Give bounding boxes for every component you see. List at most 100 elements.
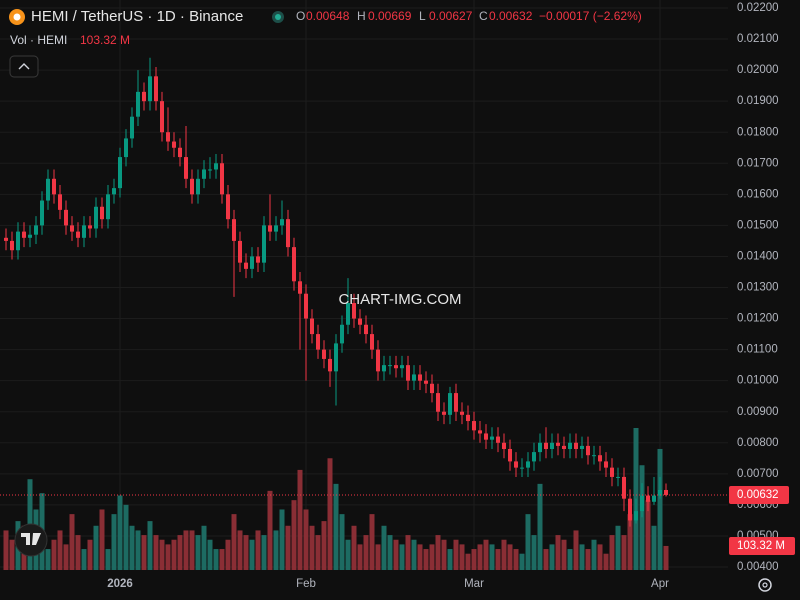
ohlc-key: L <box>419 9 426 23</box>
candle-body <box>508 448 512 462</box>
candles <box>0 57 728 527</box>
candle-body <box>526 461 530 468</box>
volume-bar <box>537 483 543 570</box>
volume-bar <box>459 544 465 570</box>
collapse-icon[interactable] <box>18 63 30 70</box>
last-price-box <box>729 485 789 504</box>
volume-bar <box>63 544 69 570</box>
candle-body <box>652 495 656 502</box>
candle-body <box>334 343 338 372</box>
candle-body <box>568 442 572 449</box>
volume-bar <box>345 539 351 570</box>
candle-body <box>424 380 428 384</box>
candle-body <box>10 240 14 251</box>
candle-body <box>550 442 554 449</box>
volume-bar <box>441 539 447 570</box>
volume-bar <box>579 544 585 570</box>
candle-body <box>28 234 32 238</box>
volume-bar <box>207 539 213 570</box>
volume-value: 103.32 M <box>80 33 130 47</box>
candle-body <box>556 442 560 446</box>
candle-body <box>544 442 548 449</box>
volume-bar <box>57 530 63 570</box>
ohlc-value: 0.00648 <box>306 9 350 23</box>
candle-body <box>154 76 158 102</box>
candle-body <box>238 240 242 263</box>
volume-bar <box>507 544 513 570</box>
volume-bar <box>651 525 657 570</box>
y-tick-label: 0.01800 <box>737 126 779 138</box>
volume-bar <box>165 544 171 570</box>
ohlc-key: C <box>479 9 488 23</box>
candle-body <box>268 225 272 232</box>
volume-bar <box>87 539 93 570</box>
volume-label-box <box>729 537 795 555</box>
ohlc-key: H <box>357 9 366 23</box>
volume-bar <box>399 544 405 570</box>
candle-body <box>628 498 632 521</box>
volume-bar <box>135 530 141 570</box>
candle-body <box>574 442 578 449</box>
logo[interactable] <box>14 523 48 557</box>
ohlc-value: 0.00669 <box>368 9 412 23</box>
logo-badge[interactable] <box>14 523 48 557</box>
volume-bar <box>531 535 537 570</box>
volume-bar <box>363 535 369 570</box>
settings-button[interactable] <box>758 578 772 592</box>
market-status-dot <box>275 14 281 20</box>
settings-icon-core[interactable] <box>762 582 768 588</box>
volume-bar <box>321 521 327 570</box>
candle-body <box>454 393 458 412</box>
volume-bar <box>303 509 309 570</box>
candle-body <box>340 324 344 344</box>
candle-body <box>52 178 56 195</box>
volume-bar <box>105 549 111 570</box>
logo-mark[interactable] <box>21 533 41 545</box>
y-tick-label: 0.01700 <box>737 157 779 169</box>
candle-body <box>610 467 614 477</box>
volume-bar <box>609 535 615 570</box>
volume-bar <box>45 549 51 570</box>
volume-bar <box>273 530 279 570</box>
candle-body <box>172 141 176 148</box>
candle-body <box>466 414 470 422</box>
volume-bar <box>423 549 429 570</box>
candle-body <box>232 219 236 241</box>
candle-body <box>136 91 140 117</box>
volume-bar <box>471 549 477 570</box>
volume-bar <box>75 535 81 570</box>
price-axis: 0.004000.005000.006000.007000.008000.009… <box>107 2 795 590</box>
volume-bar <box>381 525 387 570</box>
y-tick-label: 0.00900 <box>737 406 779 418</box>
volume-bar <box>159 539 165 570</box>
y-tick-label: 0.01500 <box>737 219 779 231</box>
volume-bar <box>483 539 489 570</box>
y-tick-label: 0.01600 <box>737 188 779 200</box>
candle-body <box>244 262 248 269</box>
candle-body <box>16 231 20 251</box>
candle-body <box>202 169 206 179</box>
volume-bar <box>411 539 417 570</box>
volume-bar <box>603 553 609 570</box>
volume-bar <box>543 549 549 570</box>
collapse-button[interactable] <box>9 55 39 78</box>
volume-bar <box>141 535 147 570</box>
volume-bar <box>9 539 15 570</box>
settings-icon[interactable] <box>758 578 772 592</box>
y-tick-label: 0.02200 <box>737 2 779 14</box>
candle-body <box>286 219 290 248</box>
candle-body <box>640 495 644 512</box>
volume-bar <box>219 549 225 570</box>
volume-bar <box>231 514 237 570</box>
volume-bar <box>369 514 375 570</box>
volume-bar <box>183 530 189 570</box>
collapse-button-frame[interactable] <box>9 55 39 78</box>
candle-body <box>166 132 170 142</box>
candle-body <box>118 157 122 189</box>
volume-bar <box>435 535 441 570</box>
candle-body <box>370 334 374 350</box>
candle-body <box>478 430 482 434</box>
y-tick-label: 0.01100 <box>737 344 778 356</box>
volume-bar <box>591 539 597 570</box>
